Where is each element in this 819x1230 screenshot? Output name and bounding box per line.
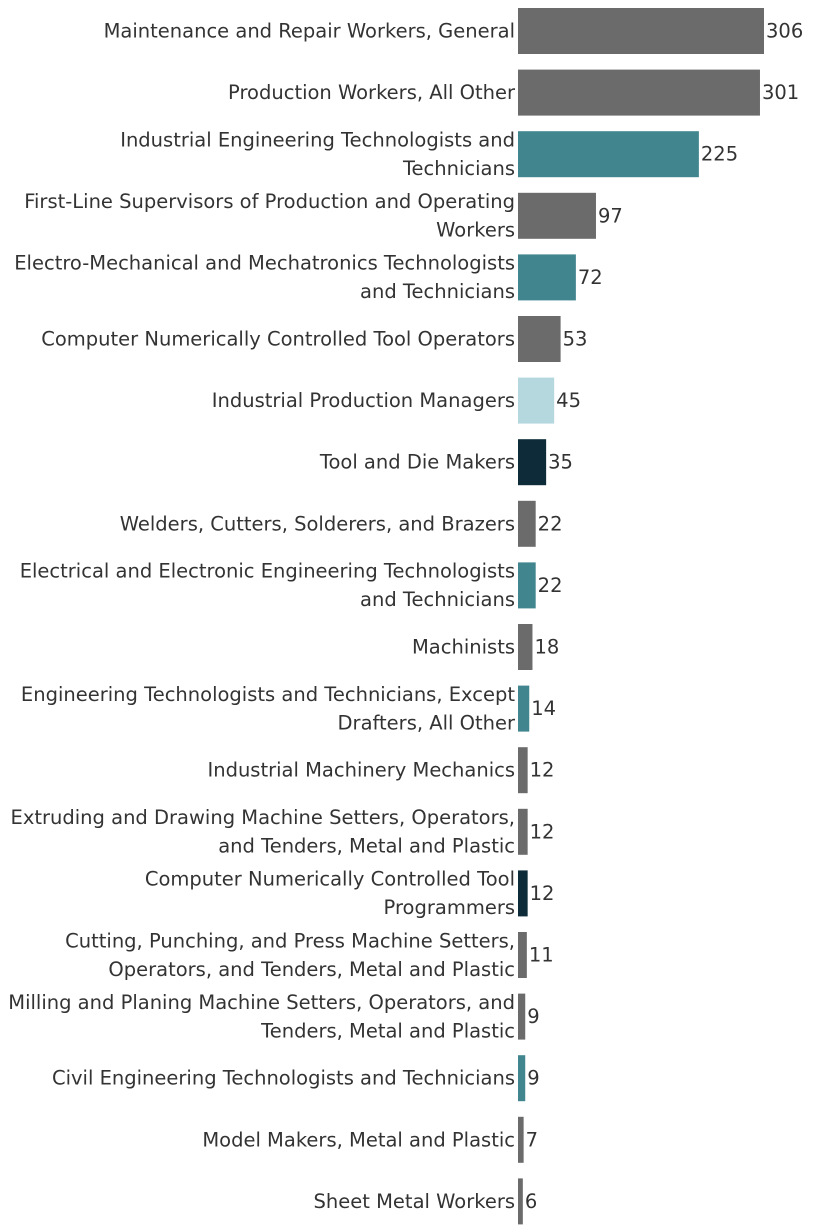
bar <box>518 624 533 670</box>
category-label-line: Cutting, Punching, and Press Machine Set… <box>65 929 515 952</box>
category-label: Model Makers, Metal and Plastic <box>202 1128 515 1151</box>
category-label-line: Computer Numerically Controlled Tool Ope… <box>41 328 515 351</box>
value-label: 35 <box>548 451 573 474</box>
value-label: 301 <box>762 81 799 104</box>
category-label-line: Technicians <box>402 157 515 180</box>
category-label: Machinists <box>412 636 515 659</box>
bar <box>518 562 536 609</box>
value-label: 97 <box>598 204 623 227</box>
category-label: Sheet Metal Workers <box>314 1190 515 1213</box>
category-label-line: Engineering Technologists and Technician… <box>21 683 515 706</box>
category-label-line: Computer Numerically Controlled Tool <box>145 868 515 891</box>
category-label: Electrical and Electronic Engineering Te… <box>20 560 515 612</box>
category-label-line: Drafters, All Other <box>338 711 516 734</box>
category-label-line: Tenders, Metal and Plastic <box>260 1019 515 1042</box>
category-label: Electro-Mechanical and Mechatronics Tech… <box>14 252 515 304</box>
category-label-line: Sheet Metal Workers <box>314 1190 515 1213</box>
bar <box>518 377 555 424</box>
bar <box>518 69 760 116</box>
category-labels-group: Maintenance and Repair Workers, General P… <box>8 20 516 1213</box>
category-label: Production Workers, All Other <box>228 81 516 104</box>
bar <box>518 747 528 794</box>
value-label: 18 <box>534 636 559 659</box>
bar <box>518 1055 526 1102</box>
category-label: Maintenance and Repair Workers, General <box>104 20 515 43</box>
value-label: 12 <box>530 882 555 905</box>
category-label-line: Industrial Engineering Technologists and <box>120 128 515 151</box>
bar <box>518 500 536 547</box>
bar <box>518 932 527 978</box>
bar <box>518 993 526 1040</box>
category-label: Welders, Cutters, Solderers, and Brazers <box>120 512 515 535</box>
category-label-line: Programmers <box>384 896 515 919</box>
bar <box>518 192 596 239</box>
category-label: Engineering Technologists and Technician… <box>21 683 516 735</box>
category-label: Extruding and Drawing Machine Setters, O… <box>11 806 516 858</box>
category-label-line: Extruding and Drawing Machine Setters, O… <box>11 806 516 829</box>
category-label: Industrial Production Managers <box>212 389 515 412</box>
category-label-line: Production Workers, All Other <box>228 81 516 104</box>
value-label: 9 <box>527 1005 539 1028</box>
category-label-line: and Tenders, Metal and Plastic <box>218 835 515 858</box>
bar <box>518 439 547 486</box>
value-label: 225 <box>701 143 738 166</box>
category-label: First-Line Supervisors of Production and… <box>24 190 515 242</box>
category-label-line: Electrical and Electronic Engineering Te… <box>20 560 515 583</box>
category-label-line: Electro-Mechanical and Mechatronics Tech… <box>14 252 515 275</box>
value-label: 45 <box>556 389 581 412</box>
category-label: Computer Numerically Controlled Tool Prog… <box>145 868 515 920</box>
category-label-line: Industrial Production Managers <box>212 389 515 412</box>
category-label-line: and Technicians <box>360 280 515 303</box>
value-label: 14 <box>531 697 556 720</box>
value-label: 12 <box>530 759 555 782</box>
category-label-line: Operators, and Tenders, Metal and Plasti… <box>108 958 515 981</box>
value-label: 22 <box>538 574 563 597</box>
bar <box>518 131 699 178</box>
bars-group <box>518 8 764 1225</box>
category-label-line: and Technicians <box>360 588 515 611</box>
category-label: Industrial Engineering Technologists and… <box>120 128 515 180</box>
category-label-line: Civil Engineering Technologists and Tech… <box>52 1067 515 1090</box>
bar <box>518 870 528 917</box>
category-label: Industrial Machinery Mechanics <box>207 759 515 782</box>
category-label-line: Workers <box>436 219 515 242</box>
bar <box>518 685 530 732</box>
category-label: Tool and Die Makers <box>319 451 515 474</box>
category-label: Civil Engineering Technologists and Tech… <box>52 1067 515 1090</box>
category-label: Milling and Planing Machine Setters, Ope… <box>8 991 515 1043</box>
value-label: 72 <box>578 266 603 289</box>
value-label: 306 <box>766 20 803 43</box>
bar <box>518 1178 523 1225</box>
value-label: 53 <box>563 328 588 351</box>
category-label-line: Maintenance and Repair Workers, General <box>104 20 515 43</box>
category-label-line: Industrial Machinery Mechanics <box>207 759 515 782</box>
bar <box>518 316 561 362</box>
bar <box>518 1116 524 1163</box>
value-label: 7 <box>526 1128 538 1151</box>
category-label-line: Model Makers, Metal and Plastic <box>202 1128 515 1151</box>
category-label-line: Tool and Die Makers <box>319 451 515 474</box>
category-label: Computer Numerically Controlled Tool Ope… <box>41 328 515 351</box>
bar <box>518 808 528 855</box>
category-label-line: Machinists <box>412 636 515 659</box>
bar <box>518 8 764 54</box>
category-label-line: Milling and Planing Machine Setters, Ope… <box>8 991 515 1014</box>
value-label: 11 <box>529 944 554 967</box>
value-label: 9 <box>527 1067 539 1090</box>
category-label-line: First-Line Supervisors of Production and… <box>24 190 515 213</box>
value-label: 22 <box>538 512 563 535</box>
category-label: Cutting, Punching, and Press Machine Set… <box>65 929 515 981</box>
category-label-line: Welders, Cutters, Solderers, and Brazers <box>120 512 515 535</box>
value-label: 12 <box>530 820 555 843</box>
value-label: 6 <box>525 1190 537 1213</box>
bar <box>518 254 576 301</box>
